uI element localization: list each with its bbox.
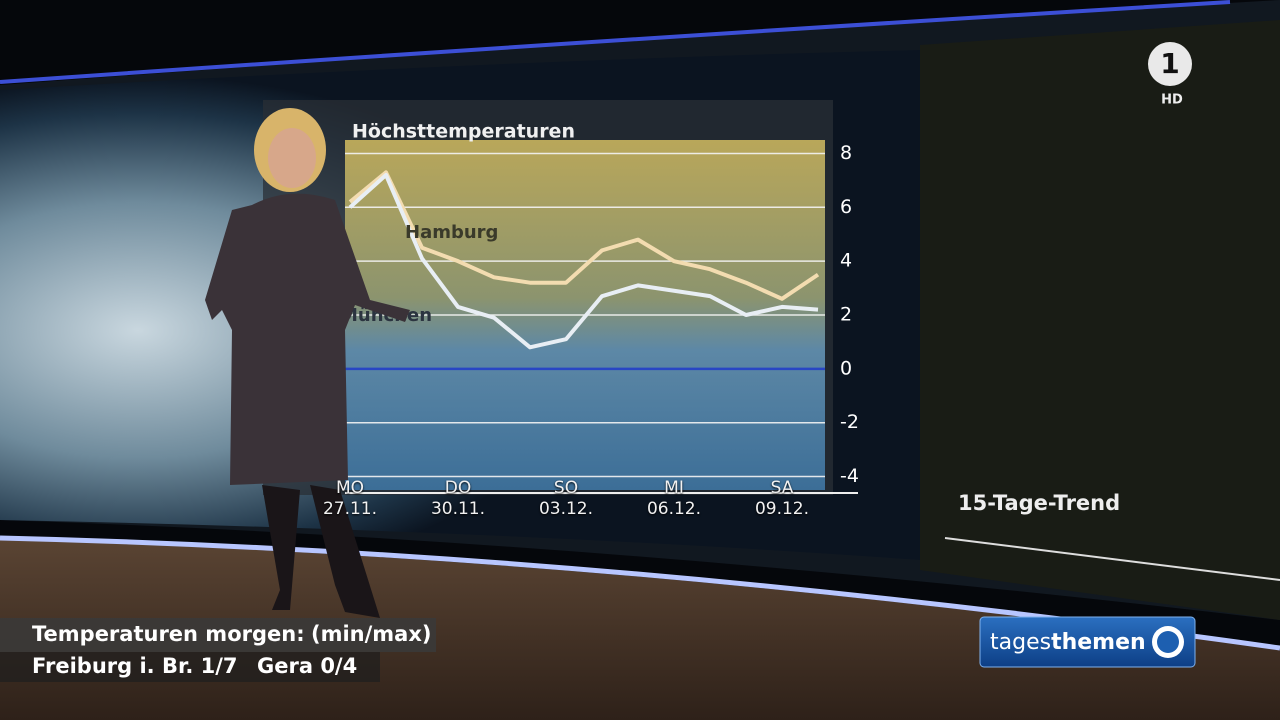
night-image — [920, 20, 1280, 620]
show-name-a: tages — [990, 630, 1051, 655]
ticker-city: Gera 0/4 — [257, 654, 357, 678]
x-tick-label: DO 30.11. — [430, 478, 486, 519]
chart-title: Höchsttemperaturen — [352, 121, 575, 143]
channel-logo-number: 1 — [1160, 47, 1179, 80]
light-strip — [0, 0, 1231, 84]
ticker-bar — [0, 618, 436, 652]
ticker-city: Freiburg i. Br. 1/7 — [32, 654, 238, 678]
presenter — [205, 108, 410, 618]
y-tick-label: 6 — [840, 196, 852, 218]
legend-label: Hamburg — [405, 222, 498, 243]
show-name: tagesthemen — [990, 630, 1146, 655]
y-tick-label: -2 — [840, 411, 859, 433]
show-badge — [979, 616, 1196, 668]
x-tick-label: MI 06.12. — [646, 478, 702, 519]
channel-logo — [1148, 42, 1192, 86]
y-tick-label: 8 — [840, 142, 852, 164]
ticker-unit: (min/max) — [311, 622, 432, 646]
trend-title: 15-Tage-Trend — [958, 491, 1120, 515]
series-line — [348, 173, 819, 350]
ticker-bar-lower — [0, 652, 380, 682]
series-line — [348, 170, 820, 301]
show-logo-inner — [1157, 631, 1179, 653]
x-tick-label: MO 27.11. — [322, 478, 378, 519]
y-tick-label: 2 — [840, 304, 852, 326]
y-tick-label: 4 — [840, 250, 852, 272]
divider — [944, 537, 1280, 581]
x-tick-label: SA 09.12. — [754, 478, 810, 519]
x-tick-label: SO 03.12. — [538, 478, 594, 519]
y-tick-label: -4 — [840, 465, 859, 487]
y-tick-label: 0 — [840, 357, 852, 379]
hd-badge: HD — [1161, 93, 1183, 108]
ticker-heading: Temperaturen morgen: — [32, 622, 305, 646]
show-name-b: themen — [1051, 630, 1146, 655]
